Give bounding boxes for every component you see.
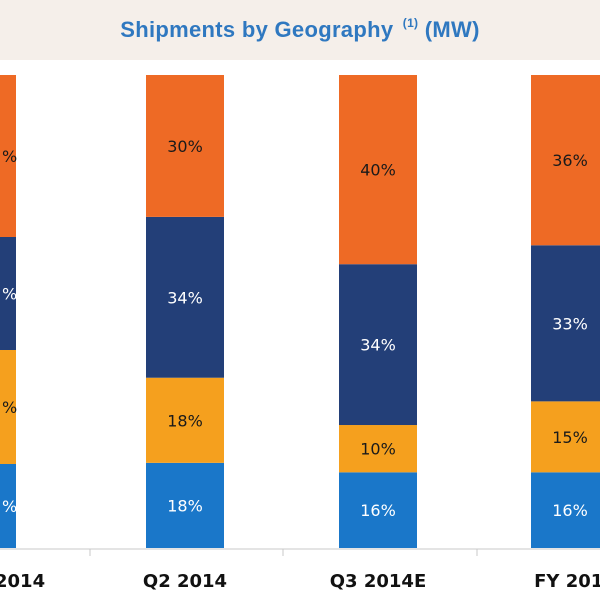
bar-segment-0-2 [0, 237, 16, 350]
bar-segment-2-1 [339, 425, 417, 473]
category-label-3: FY 2014 [534, 571, 600, 592]
bar-segment-3-2 [531, 245, 600, 402]
bar-segment-1-2 [146, 216, 224, 378]
bar-segment-1-1 [146, 377, 224, 463]
category-label-2: Q3 2014E [330, 571, 427, 592]
data-label-1-1: 18% [167, 411, 203, 430]
chart-title-superscript: (1) [402, 15, 419, 30]
category-label-1: Q2 2014 [143, 571, 227, 592]
data-label-2-1: 10% [360, 440, 396, 459]
bar-segment-3-0 [531, 472, 600, 548]
chart-title: Shipments by Geography (1) (MW) [120, 15, 480, 43]
data-label-1-2: 34% [167, 288, 203, 307]
bar-segment-0-1 [0, 350, 16, 464]
title-band: Shipments by Geography (1) (MW) [0, 0, 600, 60]
bar-segment-1-0 [146, 462, 224, 548]
bar-segment-2-2 [339, 264, 417, 426]
bar-segment-0-0 [0, 464, 16, 548]
data-label-0-0: % [2, 497, 17, 516]
bar-segment-2-0 [339, 472, 417, 548]
data-label-0-3: % [2, 147, 17, 166]
data-label-1-3: 30% [167, 137, 203, 156]
data-label-2-2: 34% [360, 336, 396, 355]
chart-title-text: Shipments by Geography [120, 17, 394, 42]
bar-segment-2-3 [339, 75, 417, 265]
data-label-1-0: 18% [167, 496, 203, 515]
data-label-2-0: 16% [360, 501, 396, 520]
data-label-0-2: % [2, 285, 17, 304]
bar-segment-1-3 [146, 75, 224, 217]
bar-segment-3-1 [531, 401, 600, 473]
data-label-0-1: % [2, 398, 17, 417]
data-label-3-3: 36% [552, 151, 588, 170]
category-label-0: 2014 [0, 571, 45, 592]
data-label-3-1: 15% [552, 428, 588, 447]
data-label-2-3: 40% [360, 161, 396, 180]
data-label-3-0: 16% [552, 501, 588, 520]
bar-segment-3-3 [531, 75, 600, 246]
bar-segment-0-3 [0, 75, 16, 237]
data-label-3-2: 33% [552, 314, 588, 333]
chart-title-unit: (MW) [424, 17, 480, 42]
